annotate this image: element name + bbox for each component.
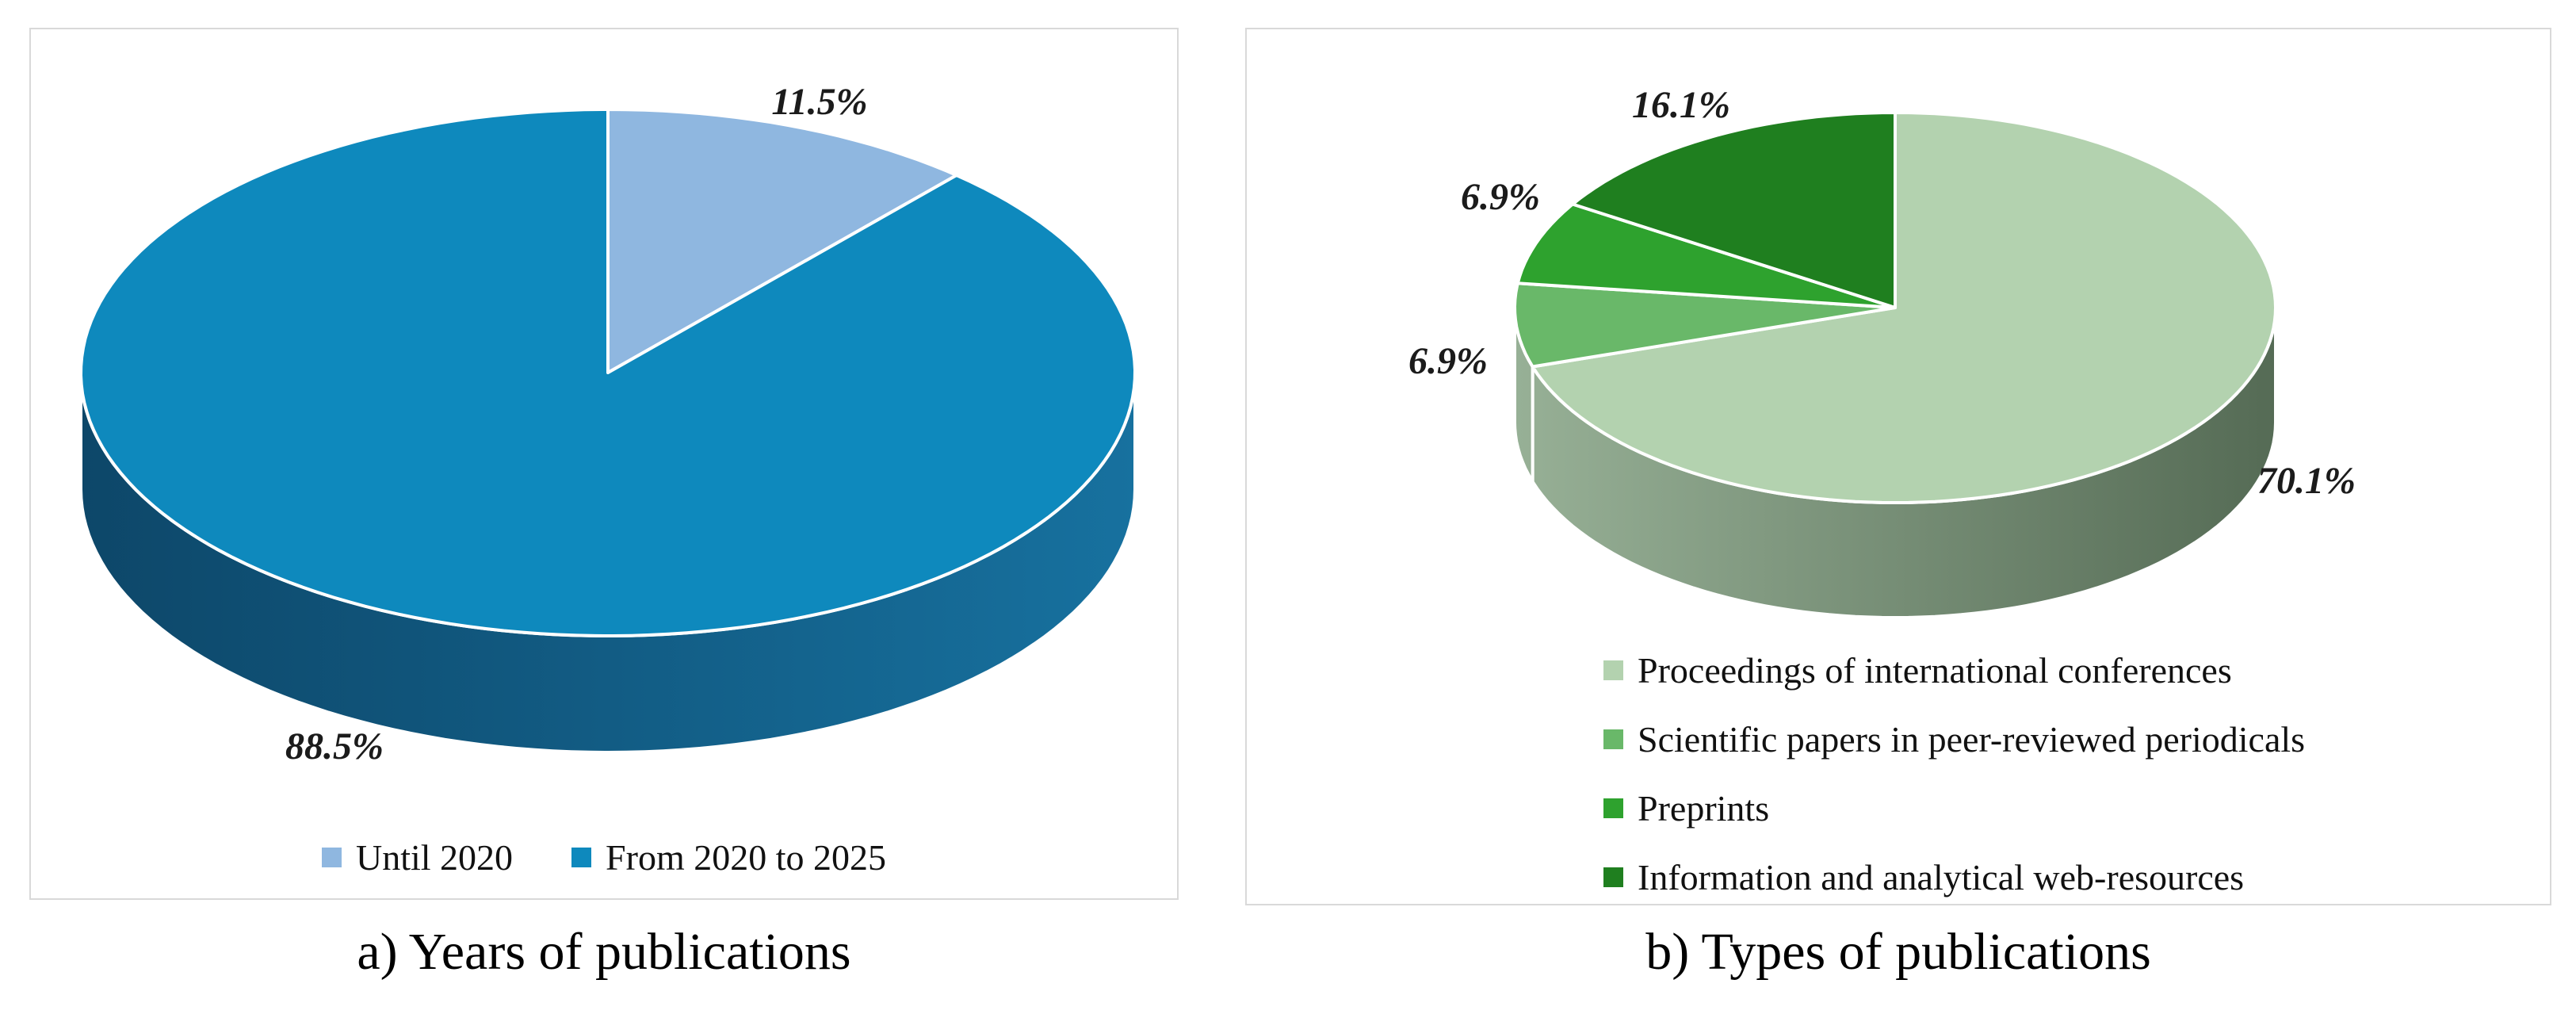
legend-item: Preprints (1603, 789, 1769, 828)
legend-swatch (571, 848, 592, 867)
caption-types: b) Types of publications (1645, 923, 2151, 981)
pie-data-label: 6.9% (1408, 340, 1488, 382)
legend-label: Scientific papers in peer-reviewed perio… (1638, 719, 2306, 760)
chart-panel-years: 11.5% 88.5% Until 2020 From 2020 to 2025 (29, 28, 1179, 900)
pie-data-label: 6.9% (1461, 176, 1540, 218)
pie-data-label: 16.1% (1632, 84, 1730, 126)
pie-data-label: 88.5% (285, 725, 384, 767)
pie-slice (1571, 111, 1897, 309)
legend-swatch (1603, 798, 1623, 818)
legend-label: Preprints (1638, 788, 1770, 829)
legend-item: Information and analytical web-resources (1603, 858, 2244, 897)
legend-label: From 2020 to 2025 (606, 837, 887, 878)
caption-years: a) Years of publications (357, 923, 851, 981)
legend-label: Information and analytical web-resources (1638, 857, 2245, 897)
chart-panel-types: 70.1% 6.9% 6.9% 16.1% Proceedings of intern… (1245, 28, 2551, 905)
pie-chart-years: 11.5% 88.5% (79, 81, 1137, 767)
legend-item: Scientific papers in peer-reviewed perio… (1603, 720, 2305, 759)
pie-data-label: 11.5% (771, 81, 867, 123)
pie-slice (1531, 111, 2277, 504)
types-legend: Proceedings of international conferences… (1603, 651, 2305, 897)
pie-chart-types: 70.1% 6.9% 6.9% 16.1% (1408, 84, 2356, 619)
legend-item: From 2020 to 2025 (571, 838, 886, 877)
years-legend: Until 2020 From 2020 to 2025 (31, 838, 1177, 877)
legend-item: Until 2020 (321, 837, 514, 878)
legend-swatch (1603, 660, 1623, 680)
pie-slice (606, 108, 958, 374)
pie-data-label: 70.1% (2257, 460, 2356, 502)
legend-item: Proceedings of international conferences (1603, 651, 2232, 690)
pie-slice (1513, 281, 1897, 369)
legend-label: Until 2020 (355, 837, 514, 878)
legend-swatch (1603, 867, 1623, 887)
legend-swatch (1603, 729, 1623, 749)
legend-swatch (321, 848, 342, 867)
pie-slice (1515, 202, 1897, 309)
legend-label: Proceedings of international conferences (1638, 650, 2232, 691)
pie-slice (79, 108, 1137, 637)
